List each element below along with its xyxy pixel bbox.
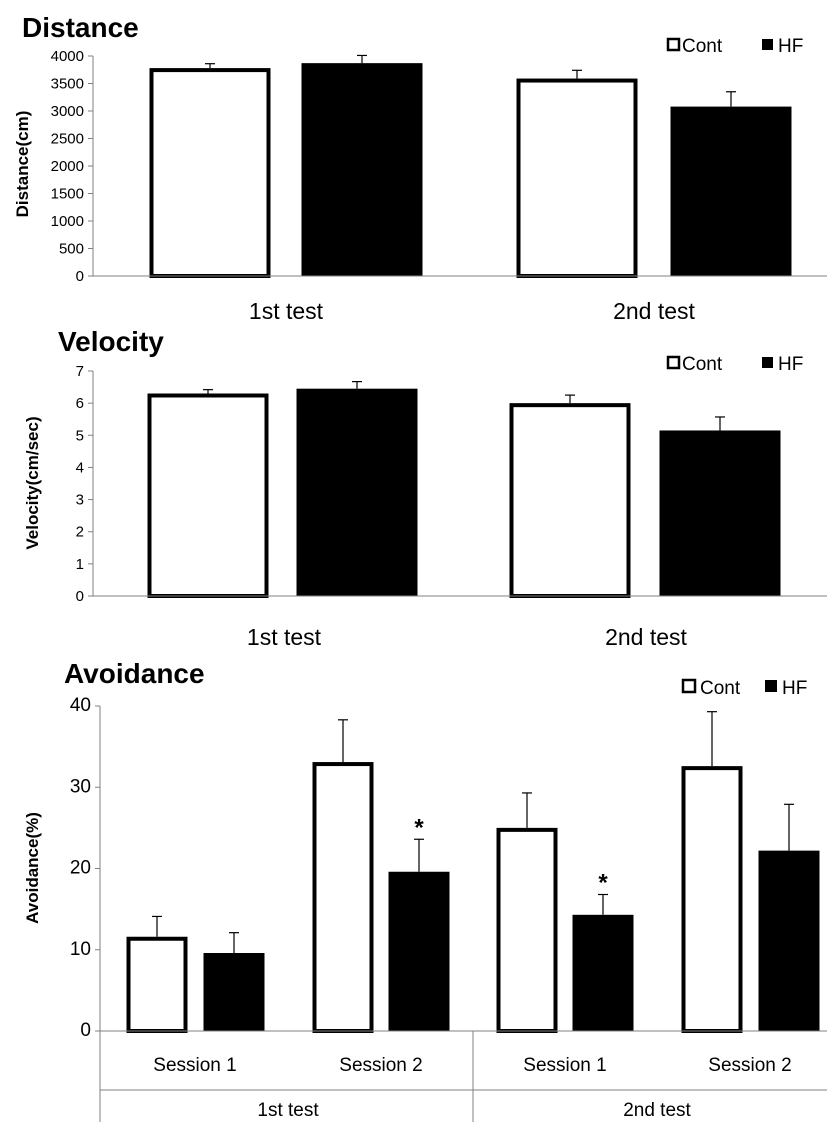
significance-marker: *	[598, 870, 608, 897]
y-tick-label: 500	[59, 241, 84, 258]
legend-label: Cont	[682, 354, 723, 375]
y-axis-label: Velocity(cm/sec)	[23, 416, 42, 549]
category-label: Session 2	[339, 1055, 422, 1076]
bar-marks	[149, 54, 792, 278]
bar-cont	[681, 766, 743, 1033]
category-label: 2nd test	[613, 298, 695, 324]
bar-cont	[147, 393, 269, 598]
bar-hf	[203, 953, 265, 1031]
y-tick-label: 4000	[51, 48, 84, 65]
bar-hf	[296, 388, 418, 596]
y-tick-label: 3000	[51, 103, 84, 120]
y-tick-label: 3500	[51, 76, 84, 93]
bar-hf	[388, 871, 450, 1031]
legend-swatch-cont	[681, 678, 697, 694]
significance-annotations: **	[414, 814, 608, 896]
y-tick-label: 2500	[51, 131, 84, 148]
chart-title: Avoidance	[64, 658, 205, 689]
bar-cont	[516, 78, 638, 278]
y-tick-label: 7	[76, 363, 84, 380]
y-tick-label: 2	[76, 524, 84, 541]
category-label: 2nd test	[605, 624, 687, 650]
y-tick-label: 5	[76, 427, 84, 444]
y-tick-label: 6	[76, 395, 84, 412]
bar-marks	[147, 381, 781, 598]
y-axis: 0 500 1000 1500 2000 2500 3000 3500 4000	[51, 48, 827, 285]
bar-cont	[149, 68, 271, 278]
velocity-chart: Velocity Velocity(cm/sec) 0 1 2 3 4 5 6 7 1st t…	[23, 326, 827, 650]
y-axis-label: Distance(cm)	[13, 111, 32, 218]
y-tick-label: 30	[70, 776, 91, 797]
legend-swatch-hf	[765, 680, 777, 692]
category-label: Session 2	[708, 1055, 791, 1076]
y-tick-label: 0	[76, 268, 84, 285]
legend: Cont HF	[681, 678, 807, 699]
distance-chart: Distance Distance(cm) 0 500 1000 1500 2000 25…	[13, 12, 827, 324]
y-tick-label: 4	[76, 459, 84, 476]
category-label: 1st test	[247, 624, 322, 650]
legend-swatch-cont	[666, 355, 681, 370]
legend: Cont HF	[666, 354, 803, 375]
group-label: 1st test	[257, 1100, 319, 1121]
legend: Cont HF	[666, 36, 803, 57]
chart-title: Distance	[22, 12, 139, 43]
category-label: Session 1	[153, 1055, 236, 1076]
bar-hf	[572, 914, 634, 1031]
significance-marker: *	[414, 814, 424, 841]
legend-label: HF	[778, 36, 803, 57]
y-tick-label: 0	[80, 1020, 91, 1041]
category-label: Session 1	[523, 1055, 606, 1076]
legend-label: HF	[782, 678, 807, 699]
y-axis-label: Avoidance(%)	[23, 812, 42, 924]
y-tick-label: 1	[76, 556, 84, 573]
bar-cont	[312, 762, 374, 1033]
category-label: 1st test	[249, 298, 324, 324]
bar-cont	[509, 403, 631, 598]
bar-hf	[301, 63, 423, 277]
y-tick-label: 1500	[51, 186, 84, 203]
y-tick-label: 40	[70, 695, 91, 716]
legend-swatch-cont	[666, 37, 681, 52]
bar-hf	[758, 850, 820, 1031]
bar-hf	[659, 430, 781, 596]
chart-title: Velocity	[58, 326, 164, 357]
legend-swatch-hf	[762, 357, 773, 368]
legend-label: HF	[778, 354, 803, 375]
legend-label: Cont	[682, 36, 723, 57]
y-tick-label: 20	[70, 858, 91, 879]
y-tick-label: 0	[76, 588, 84, 605]
bar-hf	[670, 106, 792, 276]
y-tick-label: 2000	[51, 158, 84, 175]
legend-swatch-hf	[762, 39, 773, 50]
y-axis: 0 1 2 3 4 5 6 7	[76, 363, 827, 605]
y-tick-label: 10	[70, 939, 91, 960]
group-label: 2nd test	[623, 1100, 691, 1121]
bar-cont	[496, 827, 558, 1033]
bar-cont	[126, 936, 188, 1033]
bar-marks	[126, 711, 820, 1033]
y-tick-label: 3	[76, 492, 84, 509]
legend-label: Cont	[700, 678, 741, 699]
y-tick-label: 1000	[51, 213, 84, 230]
y-axis: 0 10 20 30 40	[70, 695, 827, 1122]
